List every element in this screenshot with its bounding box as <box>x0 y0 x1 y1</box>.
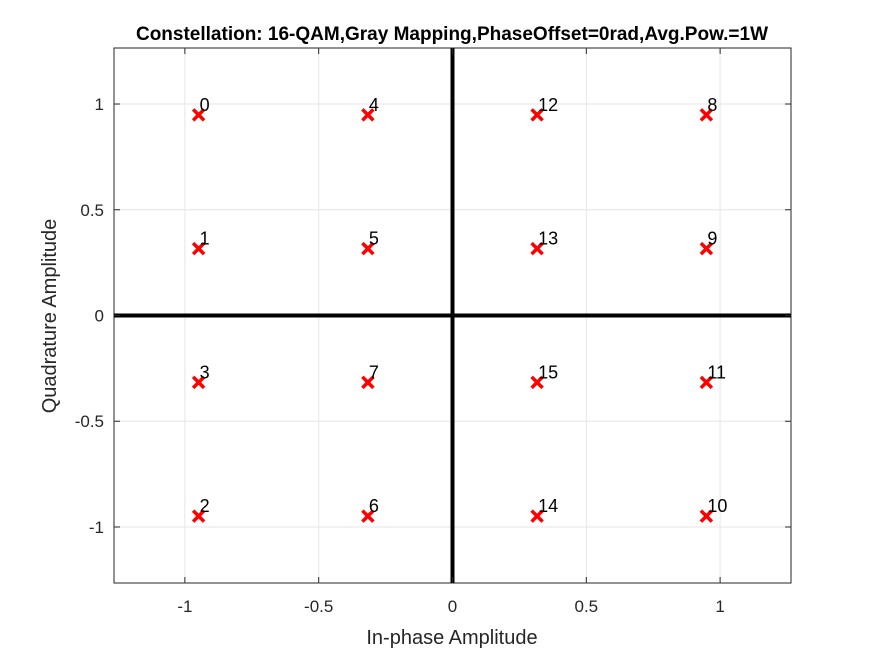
point-label: 11 <box>707 362 726 382</box>
constellation-point: 10 <box>699 496 727 523</box>
constellation-point: 5 <box>361 229 379 256</box>
constellation-point: 1 <box>191 229 210 256</box>
constellation-point: 13 <box>530 229 558 256</box>
x-tick-label: -0.5 <box>304 597 333 616</box>
y-tick-label: -1 <box>89 518 104 537</box>
x-marker-stroke <box>530 375 544 390</box>
zero-axes <box>114 48 791 583</box>
constellation-point: 12 <box>530 95 558 122</box>
constellation-point: 2 <box>191 496 210 523</box>
point-label: 14 <box>538 496 558 516</box>
point-label: 13 <box>538 229 558 249</box>
y-axis-label: Quadrature Amplitude <box>39 219 61 414</box>
x-marker-stroke <box>361 108 375 122</box>
x-marker-stroke <box>361 241 375 256</box>
point-label: 5 <box>369 229 379 249</box>
x-tick-labels: -1 -0.5 0 0.5 1 <box>177 597 725 616</box>
constellation-point: 9 <box>699 229 717 256</box>
y-tick-label: 0.5 <box>80 201 104 220</box>
x-marker-stroke <box>530 108 544 122</box>
point-label: 6 <box>369 496 379 516</box>
point-label: 4 <box>369 95 379 115</box>
constellation-point: 4 <box>361 95 379 122</box>
point-label: 3 <box>200 362 210 382</box>
y-tick-labels: -1 -0.5 0 0.5 1 <box>75 95 104 537</box>
x-marker-stroke <box>361 375 375 390</box>
constellation-point: 6 <box>361 496 379 523</box>
point-label: 12 <box>538 95 558 115</box>
constellation-point: 15 <box>530 362 558 390</box>
constellation-point: 8 <box>699 95 717 122</box>
x-marker-stroke <box>530 509 544 523</box>
x-marker-stroke <box>699 108 714 122</box>
x-marker-stroke <box>699 509 714 523</box>
x-marker-stroke <box>191 241 206 256</box>
constellation-point: 3 <box>191 362 210 390</box>
x-marker-stroke <box>191 108 206 122</box>
x-marker-stroke <box>699 375 714 390</box>
constellation-point: 0 <box>191 95 210 122</box>
point-label: 7 <box>369 362 379 382</box>
point-label: 1 <box>200 229 210 249</box>
x-tick-label: 0.5 <box>574 597 598 616</box>
point-label: 10 <box>707 496 727 516</box>
point-label: 9 <box>707 229 717 249</box>
y-tick-label: 1 <box>95 95 104 114</box>
x-marker-stroke <box>699 241 714 256</box>
point-label: 15 <box>538 362 558 382</box>
point-label: 2 <box>200 496 210 516</box>
x-tick-label: 1 <box>715 597 724 616</box>
x-marker-stroke <box>530 241 544 256</box>
x-tick-label: -1 <box>177 597 192 616</box>
x-marker-stroke <box>361 509 375 523</box>
tick-marks <box>114 48 791 583</box>
y-tick-label: 0 <box>95 307 104 326</box>
constellation-point: 11 <box>699 362 726 390</box>
x-marker-stroke <box>191 509 206 523</box>
chart-title: Constellation: 16-QAM,Gray Mapping,Phase… <box>136 24 768 45</box>
point-label: 8 <box>707 95 717 115</box>
point-label: 0 <box>200 95 210 115</box>
x-marker-stroke <box>191 375 206 390</box>
y-tick-label: -0.5 <box>75 412 104 431</box>
x-tick-label: 0 <box>448 597 457 616</box>
x-axis-label: In-phase Amplitude <box>366 627 537 649</box>
constellation-point: 7 <box>361 362 379 390</box>
constellation-point: 14 <box>530 496 558 523</box>
